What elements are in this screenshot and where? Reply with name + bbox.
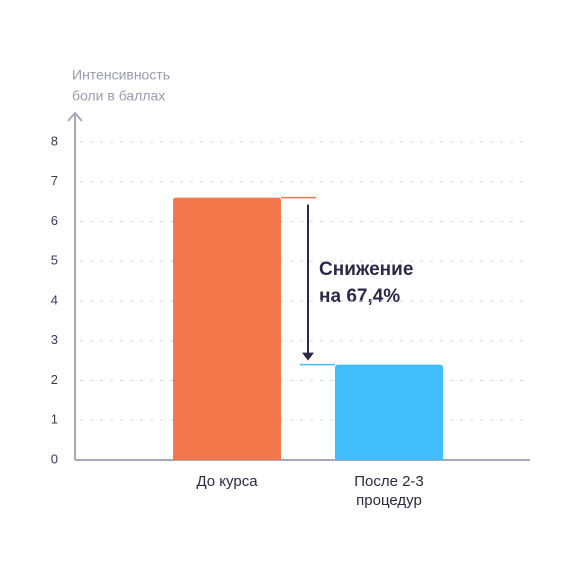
- y-axis-label: боли в баллах: [72, 88, 165, 104]
- x-tick-label: После 2-3 процедур: [354, 473, 424, 509]
- y-axis-label: Интенсивность: [72, 67, 170, 83]
- y-tick-label: 3: [51, 332, 58, 347]
- annotation: Снижение: [319, 259, 413, 280]
- bar: [335, 364, 443, 460]
- y-tick-label: 0: [51, 451, 58, 466]
- y-tick-label: 8: [51, 133, 58, 148]
- annotation: на 67,4%: [319, 286, 400, 307]
- x-tick-label: До курса: [196, 473, 258, 490]
- y-tick-label: 2: [51, 372, 58, 387]
- y-tick-label: 7: [51, 173, 58, 188]
- drop-arrow-head: [302, 352, 314, 361]
- y-axis-arrow: [67, 111, 83, 122]
- y-tick-label: 1: [51, 412, 58, 427]
- y-tick-label: 4: [51, 292, 58, 307]
- bar: [173, 197, 281, 460]
- y-tick-label: 6: [51, 213, 58, 228]
- y-tick-label: 5: [51, 253, 58, 268]
